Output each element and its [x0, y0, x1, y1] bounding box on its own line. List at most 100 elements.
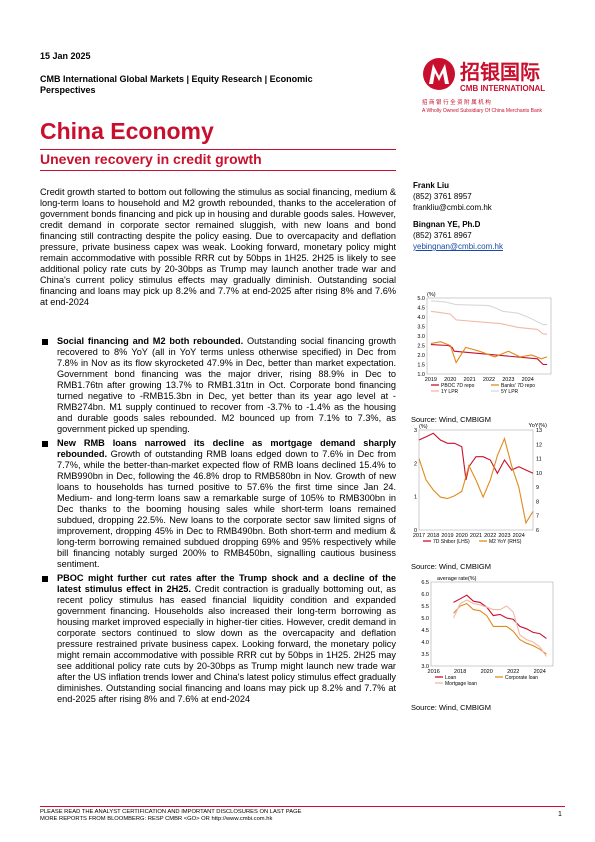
y-tick-label-right: 9	[536, 485, 539, 491]
y-tick-label: 3.0	[421, 664, 429, 670]
page-footer: PLEASE READ THE ANALYST CERTIFICATION AN…	[40, 806, 565, 823]
y-tick-label: 2.5	[417, 344, 425, 350]
x-tick-label: 2022	[483, 377, 495, 383]
y-tick-label: 5.0	[421, 616, 429, 622]
y-axis-label: (%)	[419, 424, 428, 430]
bullet-item: PBOC might further cut rates after the T…	[40, 573, 396, 705]
intro-paragraph: Credit growth started to bottom out foll…	[40, 187, 396, 307]
y-tick-label: 4.5	[421, 628, 429, 634]
bullet-item: New RMB loans narrowed its decline as mo…	[40, 438, 396, 570]
legend-label: M2 YoY (RHS)	[489, 539, 522, 545]
y-tick-label-right: 12	[536, 442, 542, 448]
analyst-email-link[interactable]: yebingnan@cmbi.com.hk	[413, 242, 503, 251]
y-tick-label-right: 8	[536, 499, 539, 505]
x-tick-label: 2021	[464, 377, 476, 383]
chart-source: Source: Wind, CMBIGM	[411, 415, 492, 424]
series-line-2	[430, 310, 548, 335]
y-tick-label: 3.5	[417, 325, 425, 331]
x-tick-label: 2022	[507, 669, 519, 675]
bullet-body: Growth of outstanding RMB loans edged do…	[57, 449, 396, 569]
x-tick-label: 2017	[413, 533, 425, 539]
analyst-email[interactable]: frankliu@cmbi.com.hk	[413, 203, 492, 212]
analyst-phone: (852) 3761 8967	[413, 231, 472, 240]
chart-lending-rates: 6.5 6.0 5.5 5.0 4.5 4.0 3.5 3.0 average rate(%) 2…	[411, 570, 561, 712]
y-tick-label: 4.0	[417, 315, 425, 321]
chart-source: Source: Wind, CMBIGM	[411, 703, 492, 712]
x-tick-label: 2024	[522, 377, 534, 383]
logo-tagline-en: A Wholly Owned Subsidiary Of China Merch…	[422, 108, 543, 114]
analyst-1: Frank Liu (852) 3761 8957 frankliu@cmbi.…	[413, 180, 573, 213]
cmbi-logo-icon: 招银国际 CMB INTERNATIONAL 招 商 银 行 全 资 附 属 机…	[422, 58, 545, 114]
legend-label: 5Y LPR	[501, 389, 519, 395]
y-tick-label: 1.5	[417, 363, 425, 369]
analyst-2: Bingnan YE, Ph.D (852) 3761 8967 yebingn…	[413, 219, 573, 252]
y-tick-label: 5.5	[421, 604, 429, 610]
plot-frame	[430, 581, 554, 667]
chart-policy-rates-svg: 5.0 4.5 4.0 3.5 3.0 2.5 2.0 1.5 1.0 (%) 2019 2020 20…	[417, 292, 552, 395]
series-line-1	[430, 341, 548, 364]
analyst-name: Frank Liu	[413, 181, 450, 190]
y-axis-label: average rate(%)	[437, 576, 477, 582]
plot-frame	[426, 297, 552, 375]
series-line-0	[453, 594, 547, 639]
y-tick-label: 6.5	[421, 580, 429, 586]
x-tick-label: 2019	[425, 377, 437, 383]
series-line-2	[453, 599, 547, 657]
legend-label: Banks' 7D repo	[501, 383, 535, 389]
plot-frame	[418, 429, 534, 531]
report-date: 15 Jan 2025	[40, 51, 91, 61]
x-tick-label: 2020	[481, 669, 493, 675]
page-number: 1	[558, 811, 562, 818]
x-tick-label: 2019	[441, 533, 453, 539]
logo-english-name: CMB INTERNATIONAL	[460, 84, 545, 93]
y-tick-label: 3	[414, 428, 417, 434]
y-tick-label: 2.0	[417, 353, 425, 359]
analyst-name: Bingnan YE, Ph.D	[413, 220, 481, 229]
bullet-body: Credit contraction is gradually bottomin…	[57, 584, 396, 704]
chart-lending-rates-svg: 6.5 6.0 5.5 5.0 4.5 4.0 3.5 3.0 average rate(%) 2…	[421, 576, 554, 687]
report-series: CMB International Global Markets | Equit…	[40, 74, 313, 95]
bullet-item: Social financing and M2 both rebounded. …	[40, 336, 396, 435]
x-tick-label: 2020	[444, 377, 456, 383]
y-tick-label: 5.0	[417, 296, 425, 302]
legend-label: 1Y LPR	[441, 389, 459, 395]
page-title: China Economy	[40, 118, 214, 144]
bullet-heading: Social financing and M2 both rebounded.	[57, 336, 244, 346]
x-tick-label: 2018	[427, 533, 439, 539]
x-tick-label: 2016	[428, 669, 440, 675]
x-tick-label: 2018	[454, 669, 466, 675]
bullet-square-icon	[42, 576, 48, 582]
y-tick-label: 1	[414, 495, 417, 501]
x-tick-label: 2021	[470, 533, 482, 539]
y-tick-label: 0	[414, 528, 417, 534]
bullet-heading: New RMB loans narrowed its decline as mo…	[57, 438, 396, 459]
y-tick-label-right: 13	[536, 428, 542, 434]
series-line-1	[418, 436, 534, 525]
y-tick-label-right: 10	[536, 471, 542, 477]
logo-chinese-name: 招银国际	[460, 60, 540, 84]
y-tick-label: 4.5	[417, 306, 425, 312]
chart-shibor-m2: 0 1 2 3 6 7 8 9 10 11 12 13 YoY(%) (%) 2017 2018 2019 202…	[411, 422, 561, 571]
page-subtitle: Uneven recovery in credit growth	[40, 151, 262, 167]
series-line-1	[453, 602, 547, 655]
series-line-0	[418, 432, 534, 481]
x-tick-label: 2023	[502, 377, 514, 383]
y-tick-label: 1.0	[417, 372, 425, 378]
y-tick-label: 6.0	[421, 592, 429, 598]
legend-label: 7D Shibor (LHS)	[433, 539, 470, 545]
subtitle-rule	[40, 149, 396, 171]
y-tick-label: 3.5	[421, 652, 429, 658]
y-axis-label-right: YoY(%)	[529, 423, 548, 429]
legend-label: Loan	[445, 675, 456, 681]
legend-label: Mortgage loan	[445, 681, 477, 687]
key-points: Social financing and M2 both rebounded. …	[40, 336, 396, 708]
x-tick-label: 2024	[513, 533, 525, 539]
y-tick-label: 4.0	[421, 640, 429, 646]
logo-tagline-cn: 招 商 银 行 全 资 附 属 机 构	[422, 98, 491, 106]
y-tick-label-right: 7	[536, 514, 539, 520]
chart-source: Source: Wind, CMBIGM	[411, 562, 492, 571]
bloomberg-note[interactable]: MORE REPORTS FROM BLOOMBERG: RESP CMBR <…	[40, 816, 273, 822]
y-tick-label-right: 11	[536, 457, 542, 463]
y-tick-label: 3.0	[417, 334, 425, 340]
